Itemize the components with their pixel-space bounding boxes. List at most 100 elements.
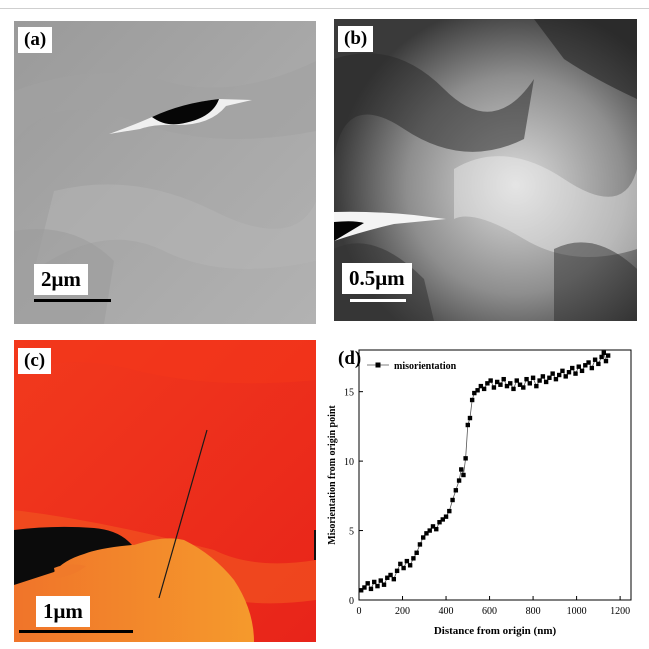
panel-c-orientation-map: (c) 1μm	[14, 340, 316, 642]
data-point	[517, 382, 523, 387]
data-point	[427, 528, 432, 533]
data-point	[560, 368, 565, 374]
data-point	[566, 370, 572, 375]
data-point	[391, 576, 397, 582]
x-tick-label: 600	[482, 606, 497, 617]
data-point	[550, 371, 555, 376]
data-point	[494, 379, 500, 385]
data-point	[592, 357, 598, 362]
data-point	[469, 397, 475, 403]
data-point	[372, 579, 377, 585]
misorientation-chart: 0 200 400 600 800 1000 1200 0 5 10 15 Distance from…	[327, 349, 632, 637]
y-tick-label: 5	[349, 527, 354, 538]
data-point	[589, 365, 595, 371]
x-tick-label: 800	[526, 606, 541, 617]
data-point	[398, 561, 403, 567]
data-point	[601, 350, 606, 355]
panel-d-label: (d)	[338, 348, 362, 369]
data-point	[424, 531, 429, 536]
data-point	[563, 374, 568, 379]
data-point	[365, 581, 370, 586]
data-point	[368, 586, 374, 592]
data-point	[456, 478, 462, 483]
data-point	[553, 376, 559, 382]
panel-b-tem-image: (b) 0.5μm	[334, 19, 637, 321]
data-point	[453, 488, 459, 493]
data-point	[583, 363, 588, 368]
panel-b-micrograph	[334, 19, 637, 321]
panel-a-scale-label: 2μm	[34, 264, 88, 295]
data-point	[527, 381, 533, 386]
x-axis-label: Distance from origin (nm)	[434, 625, 557, 637]
data-point	[501, 376, 506, 382]
panel-c-label: (c)	[18, 348, 52, 374]
data-point	[537, 378, 542, 383]
data-point	[443, 514, 449, 519]
plot-frame	[358, 349, 632, 601]
data-point	[599, 354, 604, 360]
data-point	[596, 361, 601, 367]
data-point	[411, 556, 416, 561]
y-tick-label: 10	[344, 457, 354, 468]
data-point	[511, 386, 516, 392]
data-point	[508, 381, 513, 386]
top-rule	[0, 8, 649, 9]
panel-b-scale-bar	[350, 299, 406, 302]
data-point	[465, 422, 470, 428]
data-point	[414, 550, 419, 555]
data-point	[440, 517, 445, 522]
data-point	[498, 382, 503, 387]
data-point	[461, 472, 466, 478]
data-point	[573, 371, 578, 376]
x-tick-label: 1000	[567, 606, 587, 617]
data-point	[385, 575, 390, 580]
data-point	[521, 385, 526, 390]
data-point	[447, 508, 452, 514]
data-point	[534, 383, 539, 389]
data-point	[381, 582, 387, 587]
data-point	[504, 383, 510, 389]
data-point	[524, 376, 529, 382]
panel-c-scale-label: 1μm	[36, 596, 90, 627]
data-point	[488, 378, 493, 383]
data-point	[586, 360, 591, 365]
panel-d-chart: (d) 0 200 400 600 800 1000 1200 0 5 10 15 Distance …	[326, 338, 641, 643]
data-point	[576, 364, 581, 369]
data-point	[401, 565, 406, 571]
data-point	[417, 542, 423, 547]
data-point	[481, 386, 487, 392]
data-point	[463, 456, 468, 461]
data-point	[547, 375, 552, 380]
data-point	[491, 385, 497, 390]
data-point	[556, 372, 562, 378]
panel-a-scale-bar	[34, 299, 111, 302]
data-point	[378, 578, 383, 583]
y-axis-label: Misorientation from origin point	[327, 405, 338, 545]
panel-a-label: (a)	[18, 27, 53, 53]
data-point	[475, 388, 480, 393]
data-point	[404, 558, 410, 564]
data-point	[603, 358, 609, 364]
legend-marker	[375, 362, 381, 368]
data-point	[394, 568, 400, 574]
y-tick-label: 0	[349, 596, 354, 607]
panel-c-scale-bar	[19, 630, 133, 633]
panel-b-label: (b)	[338, 26, 374, 52]
data-point	[579, 368, 585, 374]
panel-a-sem-image: (a) 2μm	[14, 21, 316, 324]
data-point	[420, 535, 426, 540]
x-tick-label: 200	[395, 606, 410, 617]
data-point	[407, 563, 413, 568]
data-point	[540, 374, 546, 379]
data-point	[514, 378, 519, 383]
x-tick-label: 400	[439, 606, 454, 617]
x-tick-label: 0	[357, 606, 362, 617]
data-point	[450, 497, 455, 503]
panel-b-scale-label: 0.5μm	[342, 263, 412, 294]
data-point	[388, 572, 393, 578]
data-point	[485, 381, 490, 386]
data-point	[362, 585, 367, 590]
x-tick-label: 1200	[610, 606, 630, 617]
data-point	[358, 588, 364, 593]
data-point	[605, 353, 611, 358]
